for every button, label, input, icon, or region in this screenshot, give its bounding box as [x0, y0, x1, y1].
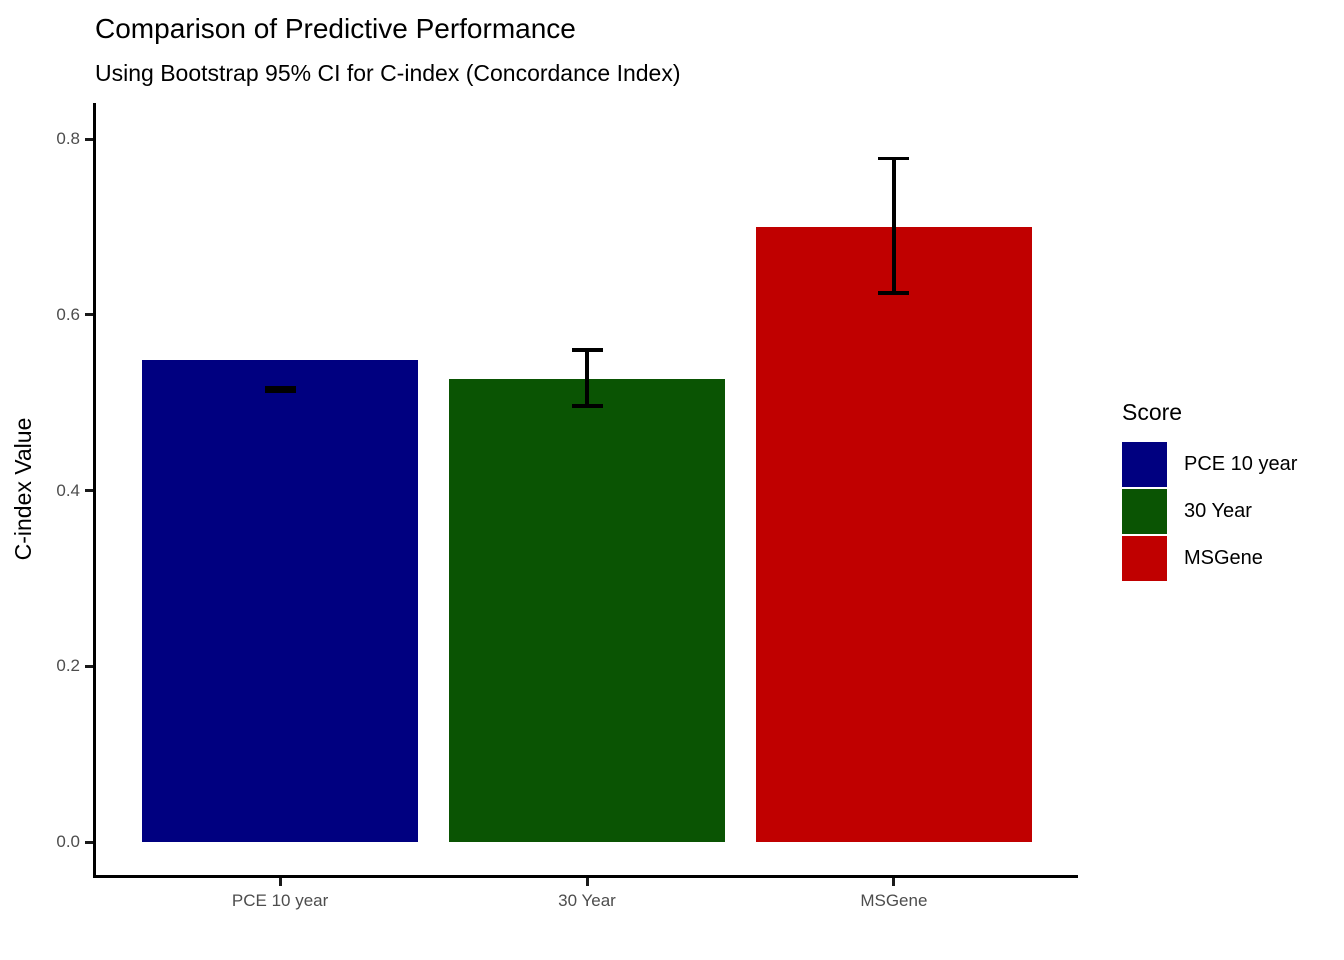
bar-msgene	[755, 226, 1032, 842]
error-bar-cap-top	[264, 385, 296, 390]
x-tick-mark	[278, 878, 282, 886]
x-category-label: 30 Year	[558, 891, 616, 910]
legend: Score PCE 10 year 30 Year MSGene	[1122, 398, 1297, 583]
legend-swatch-msgene	[1122, 536, 1167, 581]
y-tick-mark	[85, 137, 93, 141]
error-bar-line	[278, 387, 282, 392]
x-tick-mark	[585, 878, 589, 886]
legend-title: Score	[1122, 399, 1183, 425]
bar-pce-10-year	[142, 359, 419, 842]
error-bar-line	[892, 158, 896, 293]
legend-item: MSGene	[1122, 536, 1297, 581]
legend-item: PCE 10 year	[1122, 442, 1297, 487]
error-bar-cap-bottom	[878, 291, 910, 295]
x-tick-mark	[892, 878, 896, 886]
y-tick-mark	[85, 489, 93, 492]
legend-item: 30 Year	[1122, 489, 1297, 534]
chart-title: Comparison of Predictive Performance	[95, 13, 576, 44]
y-axis-line	[93, 103, 96, 878]
error-bar-cap-top	[878, 156, 910, 161]
error-bar-cap-top	[571, 348, 603, 352]
y-tick-mark	[85, 840, 93, 844]
x-category-label: PCE 10 year	[231, 891, 329, 910]
error-bar-cap-bottom	[264, 389, 296, 393]
legend-swatch-30-year	[1122, 489, 1167, 534]
y-tick-label: 0.2	[56, 656, 80, 676]
y-tick-label: 0.0	[56, 832, 80, 851]
legend-swatch-pce-10-year	[1122, 442, 1167, 487]
legend-item-label: MSGene	[1184, 547, 1263, 569]
legend-item-label: 30 Year	[1184, 500, 1252, 522]
error-bar-cap-bottom	[571, 404, 603, 408]
x-axis-line	[93, 875, 1078, 878]
bar-30-year	[448, 378, 726, 842]
legend-item-label: PCE 10 year	[1184, 453, 1298, 475]
y-tick-label: 0.6	[56, 304, 80, 324]
y-tick-label: 0.8	[56, 129, 80, 148]
y-tick-mark	[85, 313, 93, 317]
error-bar-line	[585, 349, 589, 407]
chart-subtitle: Using Bootstrap 95% CI for C-index (Conc…	[95, 60, 681, 86]
x-category-label: MSGene	[860, 891, 928, 910]
y-tick-label: 0.4	[56, 480, 80, 500]
plot-panel: 0.0 0.2 0.4 0.6 0.8 PCE 10 year 30 Year MSGene	[56, 103, 1078, 910]
y-tick-mark	[85, 664, 93, 668]
